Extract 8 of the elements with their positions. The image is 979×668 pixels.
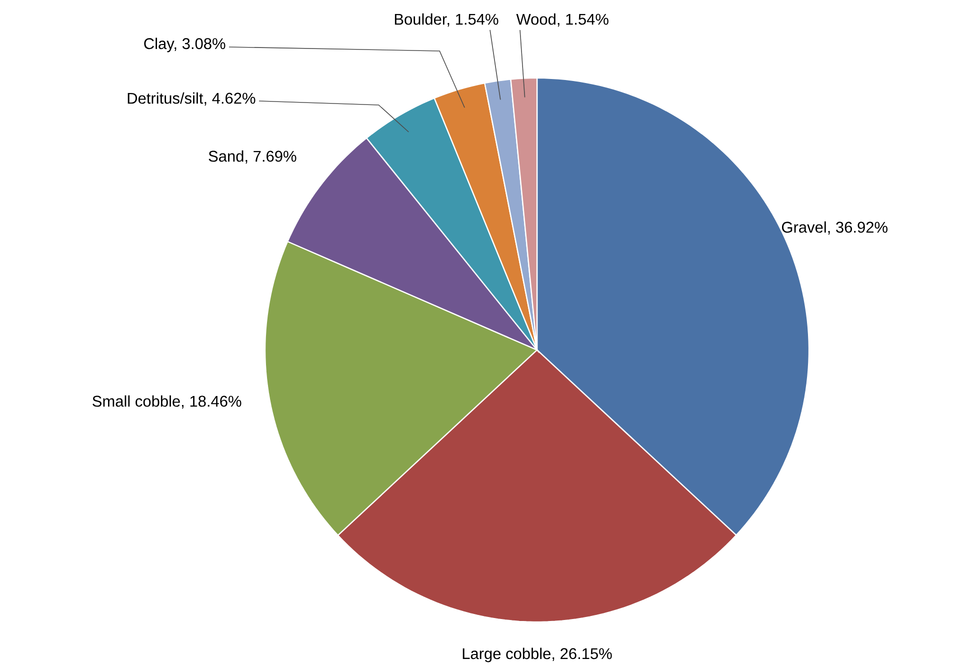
slice-label: Wood, 1.54%: [516, 13, 608, 27]
slice-label: Detritus/silt, 4.62%: [128, 92, 256, 106]
slice-label: Boulder, 1.54%: [394, 13, 498, 27]
slice-label: Sand, 7.69%: [208, 150, 296, 164]
slice-label: Small cobble, 18.46%: [92, 395, 242, 409]
slice-label: Clay, 3.08%: [144, 38, 226, 52]
slice-label: Large cobble, 26.15%: [462, 648, 612, 662]
slice-label: Gravel, 36.92%: [782, 221, 888, 235]
